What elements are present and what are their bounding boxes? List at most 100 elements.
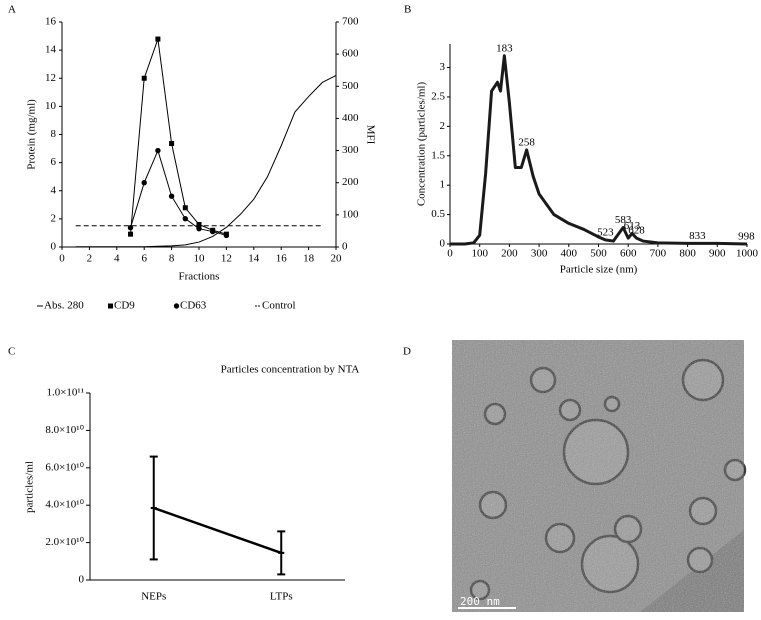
peak-label: 258: [518, 136, 535, 148]
panel-label: C: [8, 346, 15, 358]
x-tick-label: 700: [650, 248, 667, 260]
peak-label: 583: [615, 214, 632, 226]
x-tick-label: 16: [276, 253, 288, 265]
y-tick-label: 16: [45, 16, 57, 28]
peak-label: 998: [738, 231, 755, 243]
y-tick-label: 2.0×10¹⁰: [45, 536, 84, 548]
panel-label: B: [404, 4, 411, 16]
y-tick-label: 8: [51, 128, 57, 140]
x-tick-label: 200: [501, 248, 518, 260]
x-tick-label: 300: [531, 248, 548, 260]
x-tick-label: 18: [303, 253, 315, 265]
y-tick-label: 12: [45, 72, 56, 84]
marker: [223, 232, 230, 239]
marker: [128, 231, 133, 237]
y-tick-label: 3: [440, 61, 446, 73]
x-tick-label: 4: [114, 253, 120, 265]
y-tick-label: 0: [79, 574, 85, 586]
x-tick-label: 6: [141, 253, 147, 265]
peak-label: 628: [628, 225, 645, 237]
y-tick-label: 4.0×10¹⁰: [45, 499, 84, 511]
distribution-line: [450, 54, 748, 246]
x-tick-label: 14: [248, 253, 260, 265]
marker: [182, 205, 188, 211]
y2-tick-label: 400: [342, 112, 359, 124]
x-tick-label: 900: [709, 248, 726, 260]
peak-label: 523: [597, 226, 614, 238]
y-tick-label: 0: [51, 241, 57, 253]
legend-glyph: [173, 303, 180, 309]
y-axis-label: Protein (mg/ml): [26, 99, 38, 170]
y-tick-label: 1.0×10¹¹: [46, 387, 84, 399]
legend-label: CD9: [114, 300, 135, 312]
x-tick-label: 20: [331, 253, 343, 265]
y-axis-label: particles/ml: [24, 461, 36, 513]
y-tick-label: 10: [45, 100, 57, 112]
x-tick-label: 500: [590, 248, 607, 260]
y-tick-label: 4: [51, 184, 57, 196]
marker: [141, 75, 147, 81]
marker: [168, 193, 175, 199]
y-tick-label: 2: [51, 212, 57, 224]
x-tick-label: 800: [679, 248, 696, 260]
y2-tick-label: 500: [342, 80, 359, 92]
marker: [155, 36, 161, 42]
peak-label: 613: [624, 220, 641, 232]
marker: [196, 222, 202, 227]
series-line: [75, 74, 337, 248]
y-tick-label: 2: [440, 120, 446, 132]
marker: [182, 216, 188, 222]
marker: [169, 141, 175, 146]
y2-tick-label: 700: [342, 16, 359, 28]
x-tick-label: 10: [194, 253, 206, 265]
x-tick-label: NEPs: [141, 591, 166, 603]
legend-label: Abs. 280: [44, 300, 84, 312]
y-tick-label: 2.5: [431, 90, 445, 102]
legend-glyph: [108, 303, 113, 309]
series-line: [130, 149, 227, 236]
x-tick-label: 0: [447, 248, 453, 260]
x-axis-label: Fractions: [179, 271, 220, 283]
y-tick-label: 0.5: [431, 208, 445, 220]
x-tick-label: 2: [87, 253, 93, 265]
x-axis-label: Particle size (nm): [560, 264, 638, 276]
peak-label: 833: [689, 230, 706, 242]
x-tick-label: 600: [620, 248, 637, 260]
series-line: [130, 38, 227, 235]
y2-tick-label: 100: [342, 208, 359, 220]
x-tick-label: 8: [169, 253, 175, 265]
noise: [452, 340, 744, 612]
y-tick-label: 6.0×10¹⁰: [45, 461, 84, 473]
marker: [155, 147, 161, 154]
panel-label: A: [8, 4, 16, 16]
y-axis-label: Concentration (particles/ml): [416, 82, 428, 207]
x-tick-label: 0: [59, 253, 65, 265]
panel-label: D: [403, 346, 411, 358]
y2-tick-label: 0: [342, 241, 348, 253]
legend-label: CD63: [180, 300, 207, 312]
y-tick-label: 14: [45, 44, 57, 56]
y2-axis-label: MFI: [364, 125, 376, 145]
x-tick-label: 1000: [736, 248, 759, 260]
legend-label: Control: [262, 300, 296, 312]
x-tick-label: LTPs: [270, 591, 293, 603]
y-tick-label: 1: [440, 179, 446, 191]
chart-title: Particles concentration by NTA: [221, 364, 360, 376]
x-tick-label: 100: [471, 248, 488, 260]
peak-label: 183: [496, 42, 513, 54]
y2-tick-label: 600: [342, 48, 359, 60]
x-tick-label: 12: [221, 253, 232, 265]
x-tick-label: 400: [561, 248, 578, 260]
marker: [141, 180, 147, 186]
marker: [210, 228, 216, 235]
micrograph: 200 nm: [452, 340, 747, 612]
y-tick-label: 0: [440, 238, 446, 250]
y-tick-label: 6: [51, 156, 57, 168]
y-tick-label: 8.0×10¹⁰: [45, 424, 84, 436]
marker: [196, 225, 202, 232]
marker: [127, 225, 134, 231]
scale-bar-label: 200 nm: [460, 595, 500, 608]
mean-line: [153, 506, 282, 555]
y2-tick-label: 200: [342, 176, 359, 188]
